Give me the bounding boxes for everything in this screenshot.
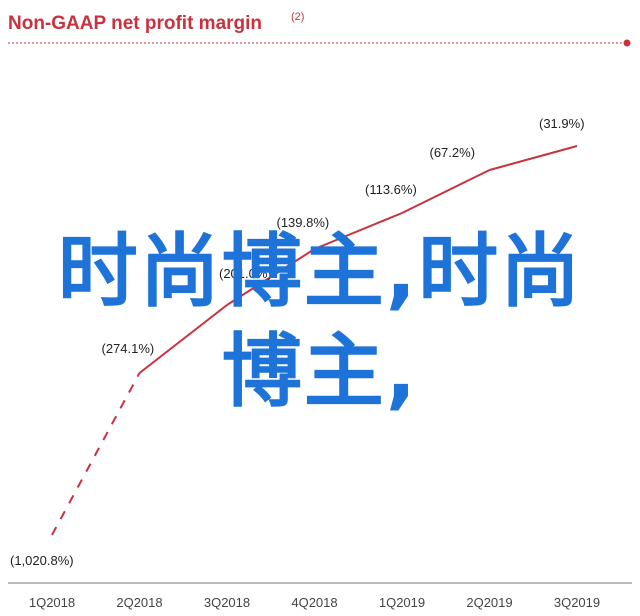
- data-label: (274.1%): [102, 341, 155, 356]
- data-label: (113.6%): [365, 182, 417, 197]
- x-tick-label: 2Q2019: [466, 595, 512, 610]
- data-label: (201.0%): [219, 266, 272, 281]
- series-line-segment: [51, 372, 141, 536]
- x-tick-label: 3Q2018: [204, 595, 250, 610]
- series-line-segment: [314, 212, 403, 250]
- x-tick-label: 3Q2019: [554, 595, 600, 610]
- divider-end-dot: [623, 39, 631, 47]
- x-tick-label: 2Q2018: [116, 595, 162, 610]
- title-footnote: (2): [291, 11, 304, 23]
- series-line-segment: [226, 248, 316, 306]
- series-line-segment: [138, 304, 228, 374]
- series-line-segment: [489, 145, 578, 171]
- data-labels: (1,020.8%) (274.1%) (201.0%) (139.8%) (113.6…: [10, 116, 585, 568]
- series-layer: [51, 145, 578, 536]
- data-label: (139.8%): [277, 215, 330, 230]
- x-tick-labels: 1Q2018 2Q2018 3Q2018 4Q2018 1Q2019 2Q2019 3Q20…: [29, 595, 600, 610]
- data-label: (67.2%): [430, 145, 476, 160]
- chart-title: Non-GAAP net profit margin: [8, 13, 262, 34]
- x-tick-label: 1Q2018: [29, 595, 75, 610]
- series-line-segment: [401, 169, 490, 214]
- x-tick-label: 1Q2019: [379, 595, 425, 610]
- x-tick-label: 4Q2018: [291, 595, 337, 610]
- data-label: (31.9%): [539, 116, 585, 131]
- data-label: (1,020.8%): [10, 553, 74, 568]
